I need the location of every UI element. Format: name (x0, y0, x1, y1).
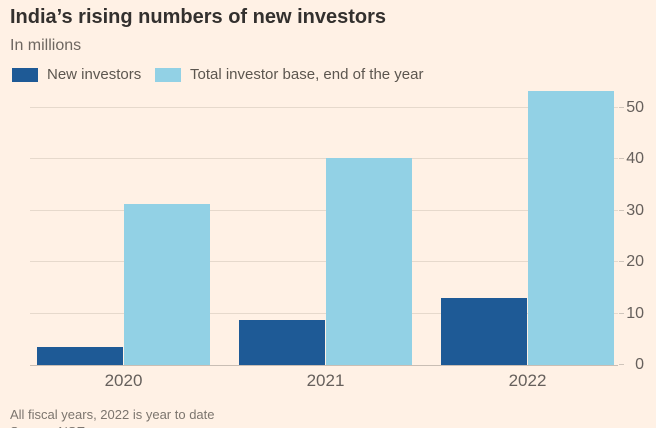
y-tick-label-10: 10 (626, 304, 644, 322)
y-tick-50 (619, 107, 624, 108)
y-tick-30 (619, 209, 624, 211)
bar-new-investors-2020 (37, 347, 123, 365)
gridline-50 (30, 107, 618, 108)
y-tick-40 (619, 158, 624, 160)
gridline-40 (30, 158, 618, 160)
y-tick-label-50: 50 (626, 99, 644, 116)
chart-footnote: All fiscal years, 2022 is year to date (10, 407, 215, 422)
y-tick-label-30: 30 (626, 201, 644, 219)
chart-source: Source: NSE (10, 424, 85, 428)
bar-group-2021 (239, 157, 412, 365)
bar-new-investors-2021 (239, 319, 325, 365)
bar-new-investors-2022 (441, 298, 527, 365)
legend-label-total-investor-base: Total investor base, end of the year (190, 66, 424, 83)
y-tick-label-40: 40 (626, 150, 644, 168)
plot-area (30, 85, 624, 366)
legend-swatch-new-investors (12, 67, 38, 82)
gridline-30 (30, 209, 618, 211)
bar-group-2020 (37, 203, 210, 365)
x-tick-label-2021: 2021 (306, 371, 345, 390)
legend-label-new-investors: New investors (47, 66, 142, 83)
y-tick-0 (619, 364, 624, 365)
x-tick-label-2022: 2022 (508, 371, 547, 390)
y-axis: 0 10 20 30 40 50 (618, 0, 646, 400)
gridline-10 (30, 312, 618, 314)
bar-total-investor-base-end-of-the-year-2022 (528, 90, 614, 365)
y-tick-label-0: 0 (635, 356, 644, 373)
legend-swatch-total-investor-base (155, 67, 181, 82)
chart-subtitle: In millions (10, 37, 82, 54)
chart-title: India’s rising numbers of new investors (10, 6, 387, 28)
gridline-20 (30, 261, 618, 263)
x-tick-label-2020: 2020 (104, 371, 143, 390)
y-tick-label-20: 20 (626, 253, 644, 271)
legend-item-new-investors: New investors (12, 66, 141, 83)
bar-group-2022 (441, 90, 614, 365)
legend-item-total-investor-base: Total investor base, end of the year (155, 66, 423, 83)
bar-total-investor-base-end-of-the-year-2020 (124, 203, 210, 365)
y-tick-20 (619, 261, 624, 263)
x-axis-baseline (30, 365, 618, 366)
y-tick-10 (619, 312, 624, 314)
bar-total-investor-base-end-of-the-year-2021 (326, 157, 412, 365)
